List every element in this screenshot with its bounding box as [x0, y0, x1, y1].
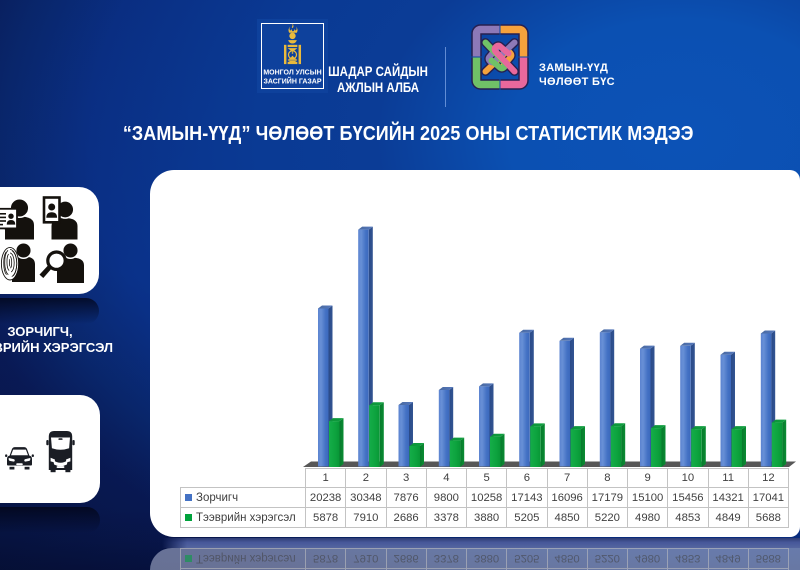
- svg-text:ЗАСГИЙН ГАЗАР: ЗАСГИЙН ГАЗАР: [263, 77, 321, 86]
- svg-text:МОНГОЛ УЛСЫН: МОНГОЛ УЛСЫН: [263, 70, 321, 77]
